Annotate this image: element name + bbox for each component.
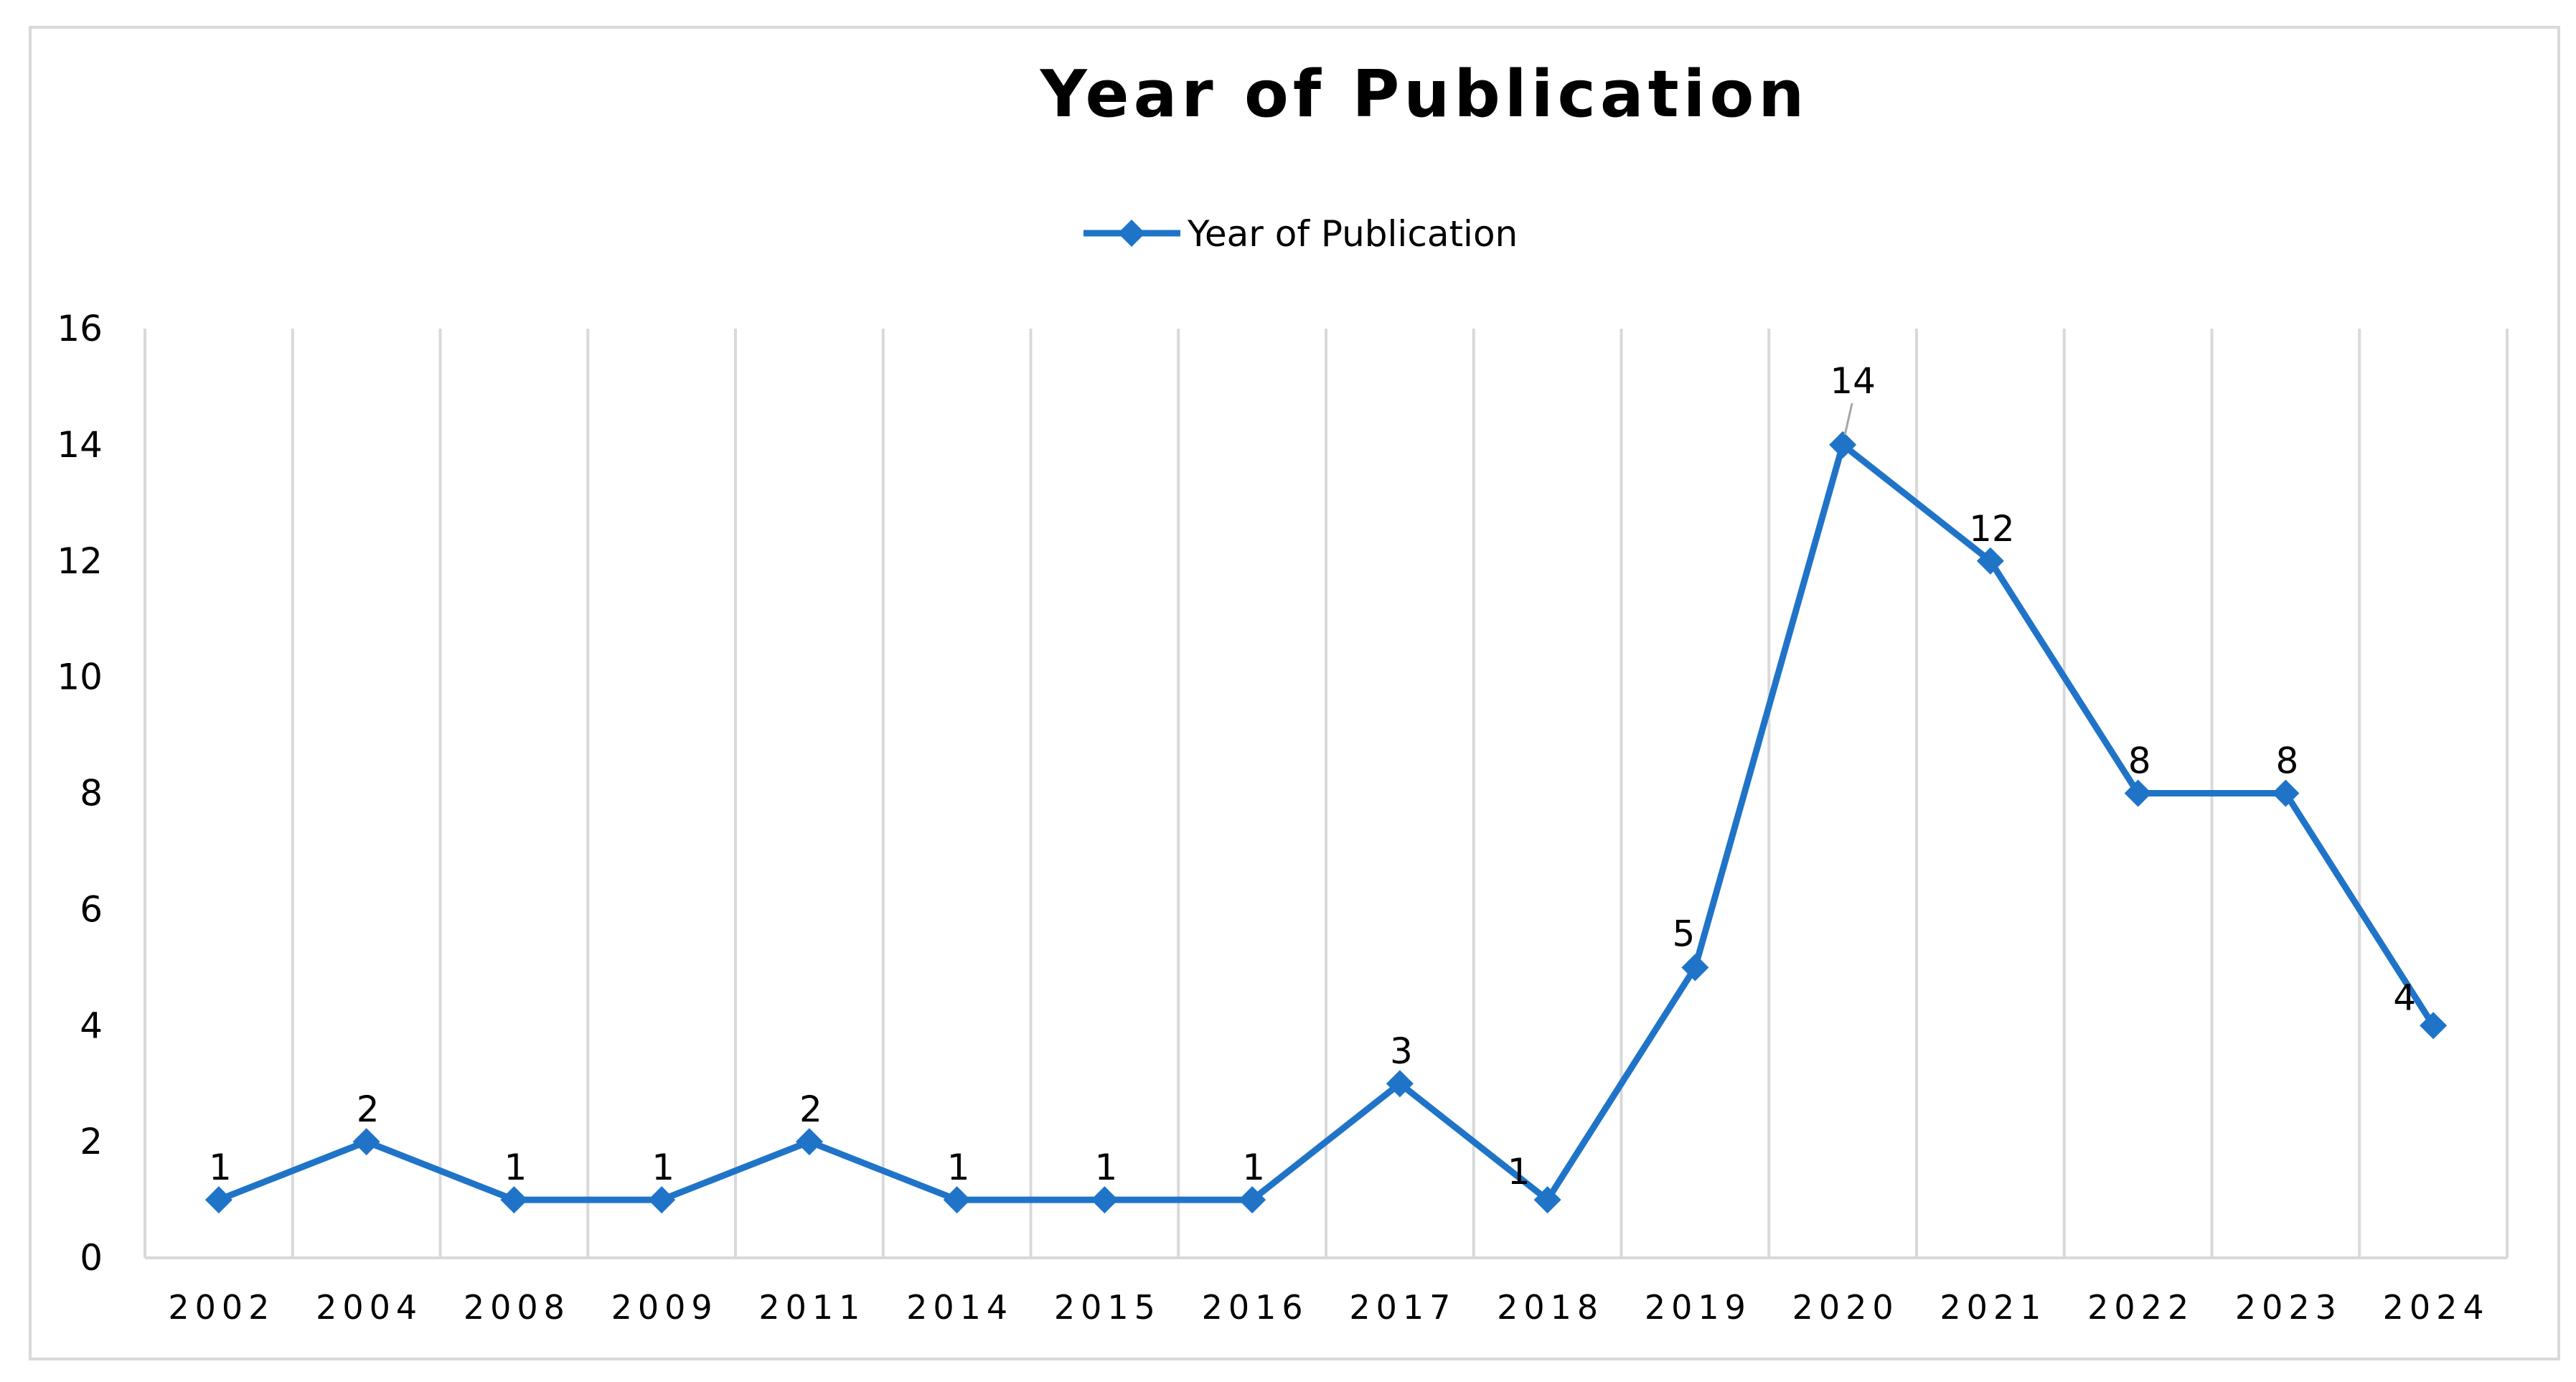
data-point-marker[interactable] — [1829, 431, 1857, 459]
data-point-marker[interactable] — [2420, 1012, 2448, 1040]
x-tick-label: 2016 — [1202, 1288, 1309, 1327]
data-label: 12 — [1969, 508, 2015, 550]
x-tick-label: 2011 — [758, 1288, 865, 1327]
x-tick-label: 2004 — [316, 1288, 423, 1327]
data-label-leader — [1843, 403, 1853, 436]
data-label: 1 — [1094, 1147, 1117, 1188]
x-axis: 2002 2004 2008 2009 2011 2014 2015 2016 2017 2018… — [168, 1288, 2490, 1327]
y-tick-label: 12 — [57, 540, 103, 582]
data-point-marker[interactable] — [352, 1128, 380, 1156]
x-tick-label: 2008 — [464, 1288, 570, 1327]
x-tick-label: 2014 — [906, 1288, 1013, 1327]
data-point-marker[interactable] — [943, 1186, 971, 1214]
x-tick-label: 2017 — [1349, 1288, 1456, 1327]
x-tick-label: 2009 — [611, 1288, 718, 1327]
y-tick-label: 6 — [80, 888, 103, 930]
series-line — [217, 441, 2436, 1203]
chart-title: Year of Publication — [1040, 57, 1809, 132]
data-point-marker[interactable] — [1533, 1186, 1561, 1214]
chart-frame — [29, 26, 2560, 1360]
data-label: 1 — [947, 1147, 970, 1188]
x-tick-label: 2024 — [2383, 1288, 2490, 1327]
data-label: 3 — [1390, 1030, 1413, 1072]
data-label: 1 — [1508, 1151, 1531, 1193]
y-tick-label: 16 — [57, 308, 103, 349]
y-tick-label: 4 — [80, 1005, 103, 1046]
data-point-marker[interactable] — [1976, 547, 2004, 575]
data-label: 1 — [1242, 1147, 1265, 1188]
data-point-marker[interactable] — [2124, 779, 2152, 807]
x-tick-label: 2022 — [2087, 1288, 2194, 1327]
data-label: 1 — [209, 1147, 232, 1188]
data-label: 8 — [2128, 741, 2151, 782]
series-year-of-publication — [205, 431, 2448, 1214]
data-point-marker[interactable] — [2272, 779, 2300, 807]
data-label: 8 — [2275, 741, 2298, 782]
y-tick-label: 10 — [57, 657, 103, 698]
data-point-marker[interactable] — [648, 1186, 676, 1214]
x-tick-label: 2002 — [168, 1288, 275, 1327]
data-label: 1 — [652, 1147, 674, 1188]
data-point-marker[interactable] — [205, 1186, 232, 1214]
legend-label: Year of Publication — [1187, 213, 1518, 255]
x-tick-label: 2023 — [2235, 1288, 2342, 1327]
data-point-marker[interactable] — [1681, 954, 1709, 982]
x-tick-label: 2021 — [1940, 1288, 2046, 1327]
x-tick-label: 2018 — [1497, 1288, 1604, 1327]
y-tick-label: 0 — [80, 1237, 103, 1279]
data-label: 5 — [1672, 913, 1695, 954]
data-point-marker[interactable] — [795, 1128, 823, 1156]
x-tick-label: 2015 — [1054, 1288, 1161, 1327]
grid-layer — [144, 329, 2509, 1259]
data-point-marker[interactable] — [500, 1186, 528, 1214]
data-label: 2 — [799, 1089, 822, 1130]
data-point-marker[interactable] — [1386, 1070, 1414, 1098]
data-label: 4 — [2393, 977, 2416, 1018]
legend-marker-diamond-icon — [1118, 220, 1145, 247]
x-tick-label: 2019 — [1645, 1288, 1752, 1327]
y-axis: 0 2 4 6 8 10 12 14 16 — [57, 308, 103, 1279]
y-tick-label: 14 — [57, 424, 103, 466]
data-label: 14 — [1830, 360, 1876, 402]
data-point-marker[interactable] — [1091, 1186, 1119, 1214]
y-tick-label: 2 — [80, 1121, 103, 1162]
y-tick-label: 8 — [80, 773, 103, 814]
data-label: 2 — [357, 1089, 380, 1130]
data-label: 1 — [504, 1147, 527, 1188]
data-point-marker[interactable] — [1238, 1186, 1266, 1214]
legend[interactable]: Year of Publication — [1083, 213, 1518, 255]
x-tick-label: 2020 — [1792, 1288, 1899, 1327]
